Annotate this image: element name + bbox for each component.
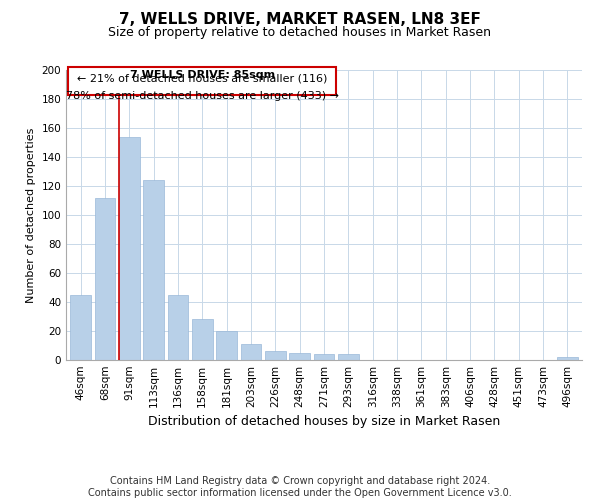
- Bar: [70, 294, 91, 360]
- Y-axis label: Number of detached properties: Number of detached properties: [26, 128, 36, 302]
- Bar: [216, 331, 237, 360]
- Bar: [265, 352, 286, 360]
- Text: Contains HM Land Registry data © Crown copyright and database right 2024.
Contai: Contains HM Land Registry data © Crown c…: [88, 476, 512, 498]
- Bar: [338, 354, 359, 360]
- Bar: [557, 357, 578, 360]
- Bar: [143, 180, 164, 360]
- Text: 7, WELLS DRIVE, MARKET RASEN, LN8 3EF: 7, WELLS DRIVE, MARKET RASEN, LN8 3EF: [119, 12, 481, 28]
- Bar: [95, 198, 115, 360]
- Bar: [314, 354, 334, 360]
- Text: ← 21% of detached houses are smaller (116): ← 21% of detached houses are smaller (11…: [77, 74, 328, 84]
- Bar: [289, 353, 310, 360]
- Bar: [167, 294, 188, 360]
- Bar: [119, 136, 140, 360]
- Text: Size of property relative to detached houses in Market Rasen: Size of property relative to detached ho…: [109, 26, 491, 39]
- Bar: [192, 320, 212, 360]
- Text: 7 WELLS DRIVE: 85sqm: 7 WELLS DRIVE: 85sqm: [130, 70, 275, 80]
- Bar: [241, 344, 262, 360]
- Text: 78% of semi-detached houses are larger (433) →: 78% of semi-detached houses are larger (…: [66, 90, 339, 101]
- X-axis label: Distribution of detached houses by size in Market Rasen: Distribution of detached houses by size …: [148, 416, 500, 428]
